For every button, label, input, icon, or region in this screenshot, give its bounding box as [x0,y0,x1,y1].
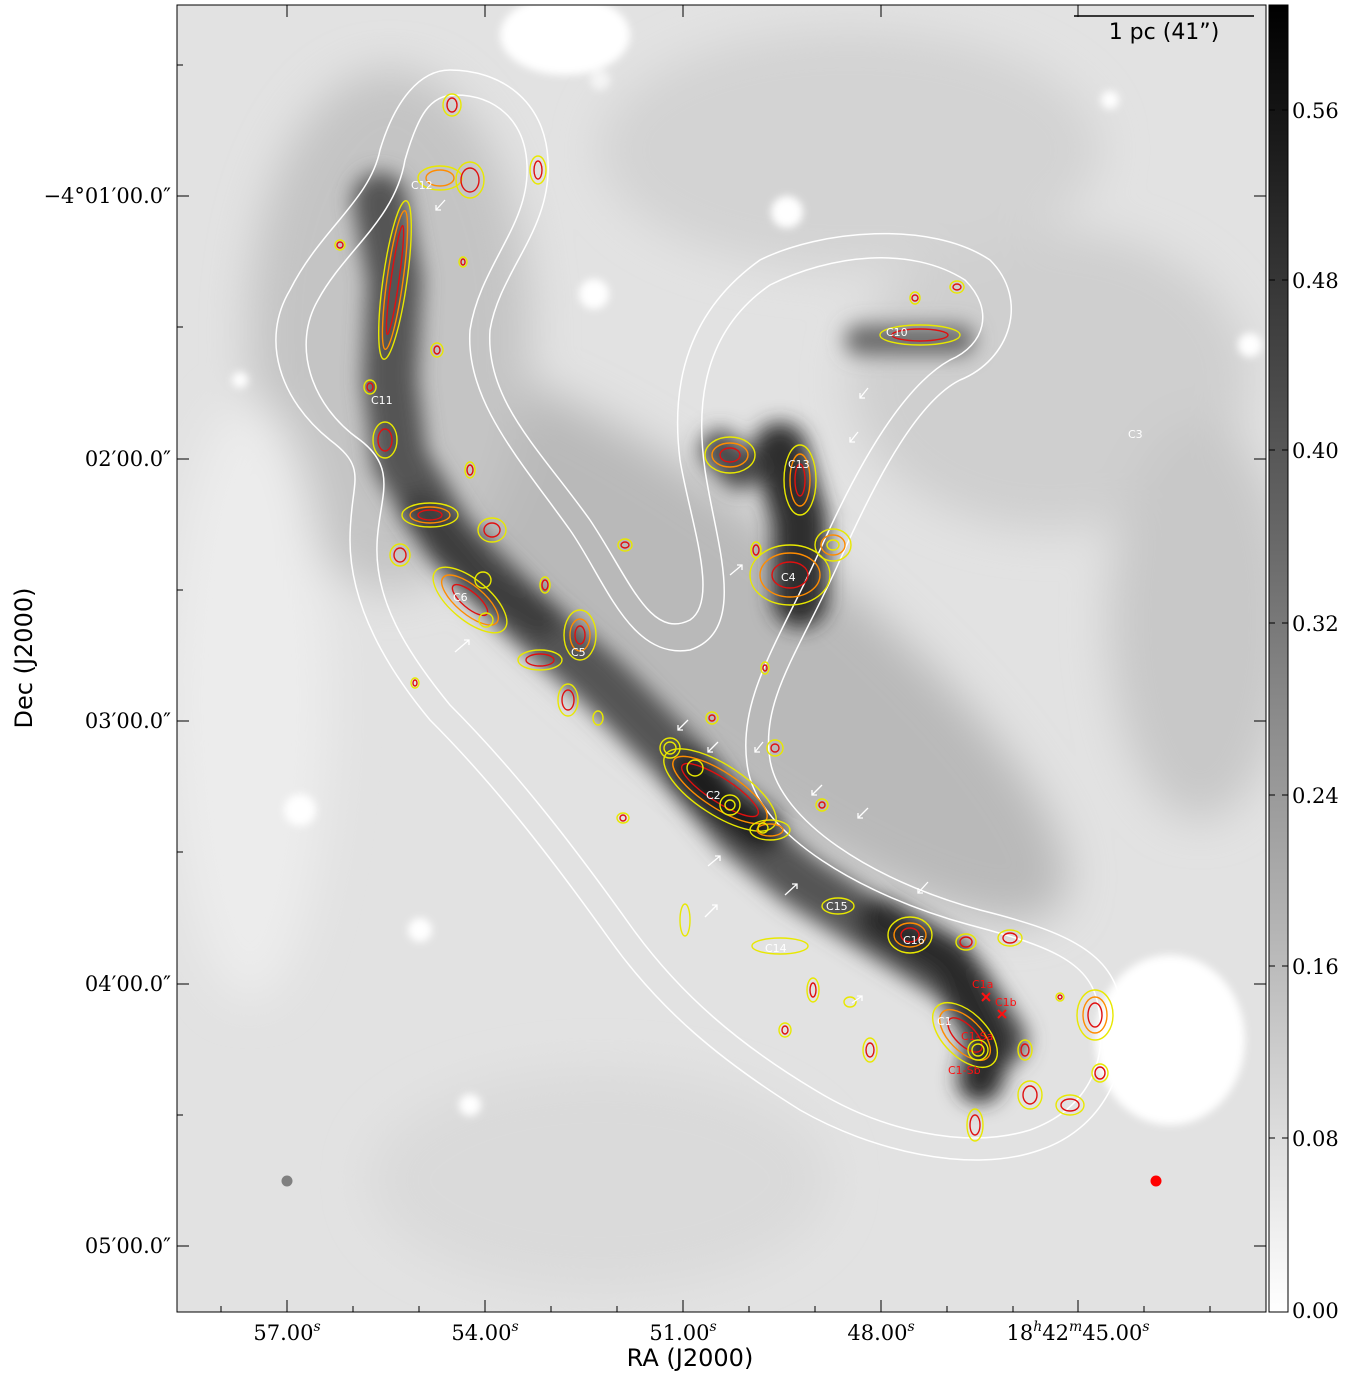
clump-label-c4: C4 [781,571,796,584]
colorbar-tick-label: 0.00 [1292,1299,1339,1323]
clump-label-c10: C10 [886,326,908,339]
clump-label-c1-sb: C1-Sb [948,1064,981,1077]
x-tick-label: 51.00s [649,1319,716,1345]
y-axis-title: Dec (J2000) [10,588,38,729]
colorbar-tick-label: 0.40 [1292,439,1339,463]
x-tick-label: 54.00s [451,1319,518,1345]
y-tick-label: 04′00.0″ [85,972,171,996]
colorbar-tick-label: 0.48 [1292,269,1339,293]
contour-clumps [334,93,1114,1142]
beam-marker-grey [281,1175,293,1187]
y-tick-labels: −4°01′00.0″ 02′00.0″ 03′00.0″ 04′00.0″ 0… [43,184,171,1258]
clump-label-c16: C16 [903,934,925,947]
beam-marker-red [1150,1175,1162,1187]
outflow-arrows [435,199,929,1004]
clump-label-c11: C11 [371,394,393,407]
scale-bar-label: 1 pc (41”) [1109,20,1220,45]
x-tick-label: 48.00s [847,1319,914,1345]
mask-outlines [275,69,1125,1161]
clump-label-c2: C2 [706,789,721,802]
cross-markers [981,992,1007,1019]
x-tick-label: 57.00s [253,1319,320,1345]
x-tick-labels: 57.00s 54.00s 51.00s 48.00s 18h42m45.00s [253,1319,1149,1345]
colorbar: 0.56 0.48 0.40 0.32 0.24 0.16 0.08 0.00 [1268,4,1339,1323]
clump-label-c15: C15 [826,900,848,913]
plot-frame [176,4,1267,1313]
clump-label-c5: C5 [571,646,586,659]
clump-label-c6: C6 [453,591,468,604]
clump-label-c1a: C1a [972,978,993,991]
y-tick-label: 02′00.0″ [85,447,171,471]
clump-label-c3: C3 [1128,428,1143,441]
colorbar-tick-label: 0.24 [1292,784,1339,808]
bright-patches [232,5,1262,1125]
diffuse-emission [177,30,1266,1290]
y-tick-label: 05′00.0″ [85,1234,171,1258]
x-axis-title: RA (J2000) [627,1344,754,1372]
clump-label-c1b: C1b [995,996,1017,1009]
colorbar-gradient [1268,4,1289,1313]
colorbar-tick-label: 0.32 [1292,612,1339,636]
colorbar-tick-label: 0.56 [1292,99,1339,123]
y-tick-label: −4°01′00.0″ [43,184,171,208]
image-panel: C12 C11 C10 C3 C13 C4 C6 C5 C2 C15 C14 C… [177,5,1266,1312]
clump-label-c13: C13 [788,458,810,471]
axis-ticks [177,5,1266,1312]
y-tick-label: 03′00.0″ [85,709,171,733]
colorbar-tick-label: 0.08 [1292,1127,1339,1151]
clump-label-c1: C1 [937,1015,952,1028]
colorbar-tick-label: 0.16 [1292,955,1339,979]
x-tick-label: 18h42m45.00s [1006,1319,1149,1345]
clump-labels: C12 C11 C10 C3 C13 C4 C6 C5 C2 C15 C14 C… [371,179,1143,1077]
clump-label-c14: C14 [765,942,787,955]
clump-label-c1-sa: C1-Sa [961,1030,993,1043]
clump-label-c12: C12 [411,179,433,192]
